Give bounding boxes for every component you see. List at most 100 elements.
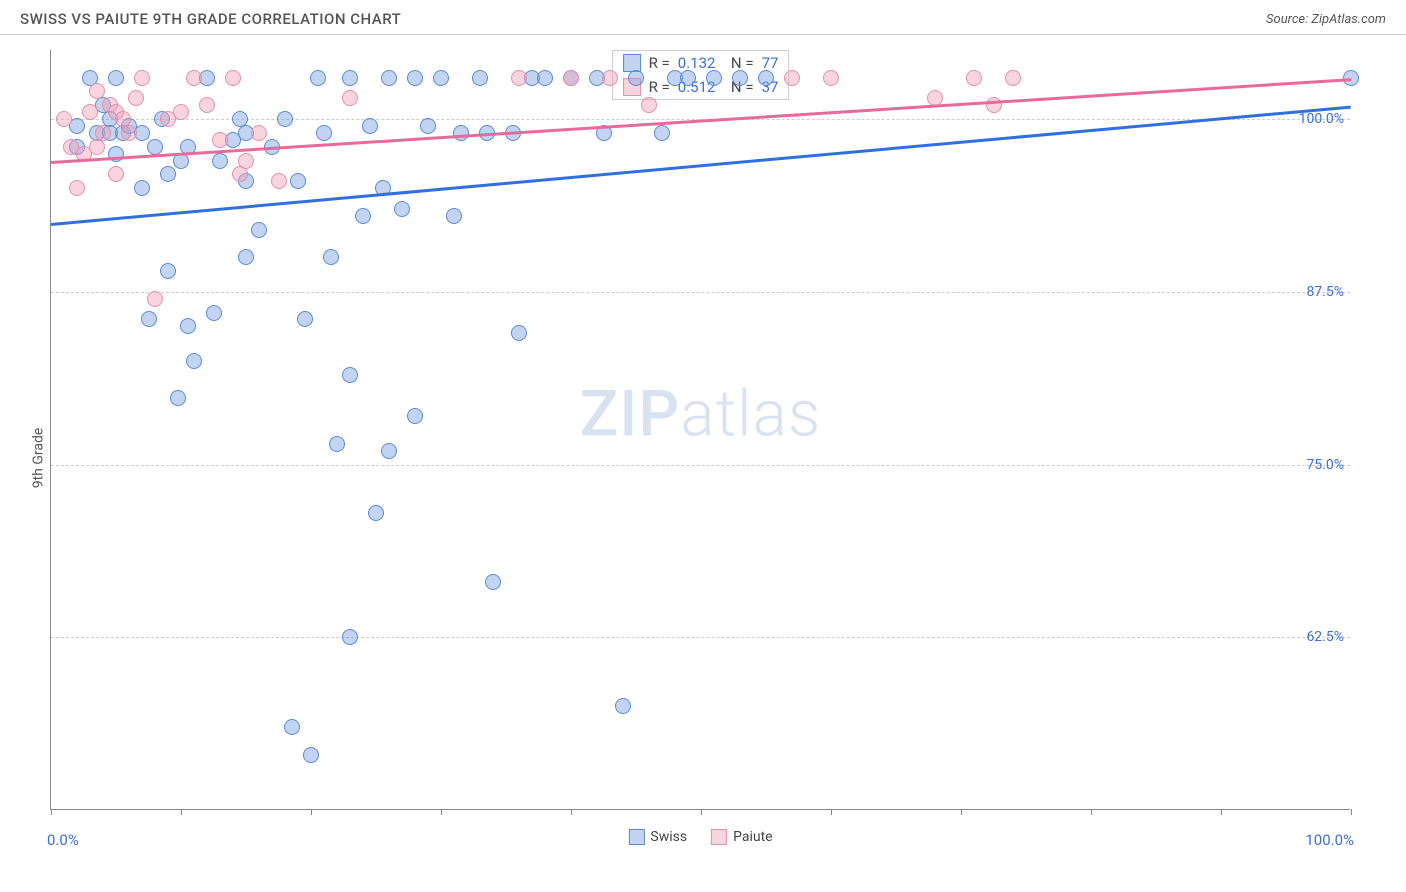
swiss-legend-swatch — [628, 829, 644, 845]
data-point — [563, 70, 579, 86]
data-point — [706, 70, 722, 86]
data-point — [238, 249, 254, 265]
data-point — [232, 166, 248, 182]
data-point — [342, 70, 358, 86]
data-point — [316, 125, 332, 141]
data-point — [654, 125, 670, 141]
data-point — [446, 208, 462, 224]
data-point — [170, 390, 186, 406]
gridline — [51, 637, 1350, 638]
y-axis-label: 9th Grade — [30, 427, 46, 488]
data-point — [368, 505, 384, 521]
data-point — [141, 311, 157, 327]
legend-item-swiss: Swiss — [628, 829, 687, 845]
watermark: ZIPatlas — [580, 377, 822, 452]
data-point — [362, 118, 378, 134]
data-point — [212, 153, 228, 169]
x-tick — [831, 809, 832, 815]
paiute-legend-label: Paiute — [733, 829, 773, 845]
data-point — [628, 70, 644, 86]
data-point — [485, 574, 501, 590]
data-point — [160, 263, 176, 279]
data-point — [284, 719, 300, 735]
data-point — [342, 367, 358, 383]
data-point — [472, 70, 488, 86]
data-point — [966, 70, 982, 86]
x-tick — [1091, 809, 1092, 815]
data-point — [121, 125, 137, 141]
data-point — [303, 747, 319, 763]
data-point — [89, 83, 105, 99]
data-point — [206, 305, 222, 321]
legend: Swiss Paiute — [628, 829, 772, 845]
x-tick — [961, 809, 962, 815]
x-tick — [571, 809, 572, 815]
data-point — [56, 111, 72, 127]
gridline — [51, 465, 1350, 466]
swiss-legend-label: Swiss — [650, 829, 687, 845]
data-point — [342, 629, 358, 645]
x-tick — [1351, 809, 1352, 815]
data-point — [290, 173, 306, 189]
chart-header: SWISS VS PAIUTE 9TH GRADE CORRELATION CH… — [0, 0, 1406, 35]
data-point — [732, 70, 748, 86]
y-tick-label: 87.5% — [1306, 284, 1344, 300]
paiute-legend-swatch — [711, 829, 727, 845]
data-point — [134, 70, 150, 86]
x-tick — [441, 809, 442, 815]
y-tick-label: 62.5% — [1306, 629, 1344, 645]
chart-source: Source: ZipAtlas.com — [1266, 12, 1386, 27]
data-point — [225, 70, 241, 86]
data-point — [82, 104, 98, 120]
data-point — [453, 125, 469, 141]
data-point — [297, 311, 313, 327]
data-point — [108, 166, 124, 182]
data-point — [108, 70, 124, 86]
data-point — [160, 166, 176, 182]
data-point — [238, 153, 254, 169]
data-point — [180, 318, 196, 334]
x-tick — [701, 809, 702, 815]
data-point — [134, 180, 150, 196]
data-point — [823, 70, 839, 86]
data-point — [537, 70, 553, 86]
x-tick — [311, 809, 312, 815]
data-point — [277, 111, 293, 127]
chart-title: SWISS VS PAIUTE 9TH GRADE CORRELATION CH… — [20, 10, 401, 28]
data-point — [758, 70, 774, 86]
y-tick-label: 100.0% — [1299, 111, 1344, 127]
data-point — [69, 180, 85, 196]
data-point — [186, 353, 202, 369]
data-point — [420, 118, 436, 134]
data-point — [128, 90, 144, 106]
x-min-label: 0.0% — [47, 831, 79, 849]
data-point — [89, 139, 105, 155]
data-point — [323, 249, 339, 265]
data-point — [147, 139, 163, 155]
data-point — [310, 70, 326, 86]
data-point — [147, 291, 163, 307]
data-point — [381, 443, 397, 459]
x-tick — [1221, 809, 1222, 815]
data-point — [199, 97, 215, 113]
gridline — [51, 292, 1350, 293]
chart-area: 9th Grade ZIPatlas R = 0.132 N = 77 R = … — [0, 35, 1406, 880]
plot-region: ZIPatlas R = 0.132 N = 77 R = 0.512 N = … — [50, 50, 1350, 810]
data-point — [784, 70, 800, 86]
data-point — [407, 408, 423, 424]
x-tick — [51, 809, 52, 815]
data-point — [173, 104, 189, 120]
data-point — [212, 132, 228, 148]
data-point — [186, 70, 202, 86]
data-point — [615, 698, 631, 714]
data-point — [433, 70, 449, 86]
data-point — [251, 222, 267, 238]
data-point — [342, 90, 358, 106]
data-point — [407, 70, 423, 86]
data-point — [355, 208, 371, 224]
data-point — [1005, 70, 1021, 86]
data-point — [381, 70, 397, 86]
data-point — [641, 97, 657, 113]
data-point — [329, 436, 345, 452]
x-max-label: 100.0% — [1305, 831, 1354, 849]
